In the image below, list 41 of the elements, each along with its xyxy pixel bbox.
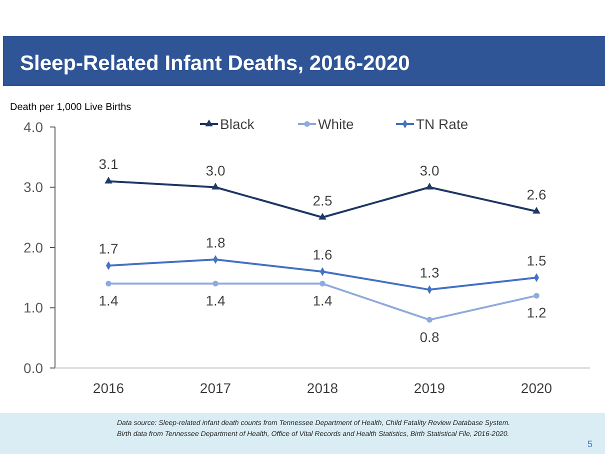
data-label: 1.7 — [98, 240, 118, 257]
y-tick-label: 1.0 — [24, 300, 44, 316]
y-tick-label: 0.0 — [24, 360, 44, 376]
data-label: 1.3 — [420, 264, 440, 281]
point — [106, 280, 112, 287]
point — [534, 292, 540, 299]
data-label: 0.8 — [420, 328, 440, 345]
data-label: 2.6 — [526, 186, 546, 202]
text: 5 — [587, 439, 593, 449]
x-tick-label: 2020 — [520, 380, 552, 396]
legend-label: White — [318, 116, 354, 132]
y-tick-label: 4.0 — [24, 118, 44, 135]
chart-title: Sleep-Related Infant Deaths, 2016-2020 — [20, 52, 410, 75]
x-tick-label: 2019 — [414, 380, 446, 396]
point — [532, 206, 540, 214]
data-label: 1.8 — [206, 234, 226, 251]
data-label: 3.0 — [420, 162, 440, 178]
data-label: 3.1 — [98, 156, 118, 172]
x-tick-label: 2017 — [200, 380, 232, 396]
y-tick-label: 3.0 — [24, 179, 44, 196]
data-label: 1.2 — [526, 304, 546, 321]
point — [426, 182, 434, 190]
y-tick-label: 2.0 — [24, 239, 44, 256]
data-label: 1.4 — [312, 292, 332, 309]
data-label: 1.4 — [206, 292, 226, 309]
point — [426, 316, 432, 323]
point — [104, 176, 112, 184]
data-label: 1.5 — [526, 252, 546, 269]
x-tick-label: 2018 — [306, 380, 338, 396]
data-label: 1.6 — [312, 246, 332, 263]
point — [318, 212, 326, 220]
data-label: 1.4 — [98, 292, 118, 309]
point — [212, 182, 220, 190]
point — [320, 280, 326, 287]
y-axis-title: Death per 1,000 Live Births — [10, 102, 132, 113]
legend-label: TN Rate — [416, 116, 468, 132]
data-label: 2.5 — [312, 192, 332, 208]
legend-label: Black — [220, 116, 256, 132]
point — [212, 280, 218, 287]
data-label: 3.0 — [206, 162, 226, 178]
x-tick-label: 2016 — [92, 380, 124, 396]
